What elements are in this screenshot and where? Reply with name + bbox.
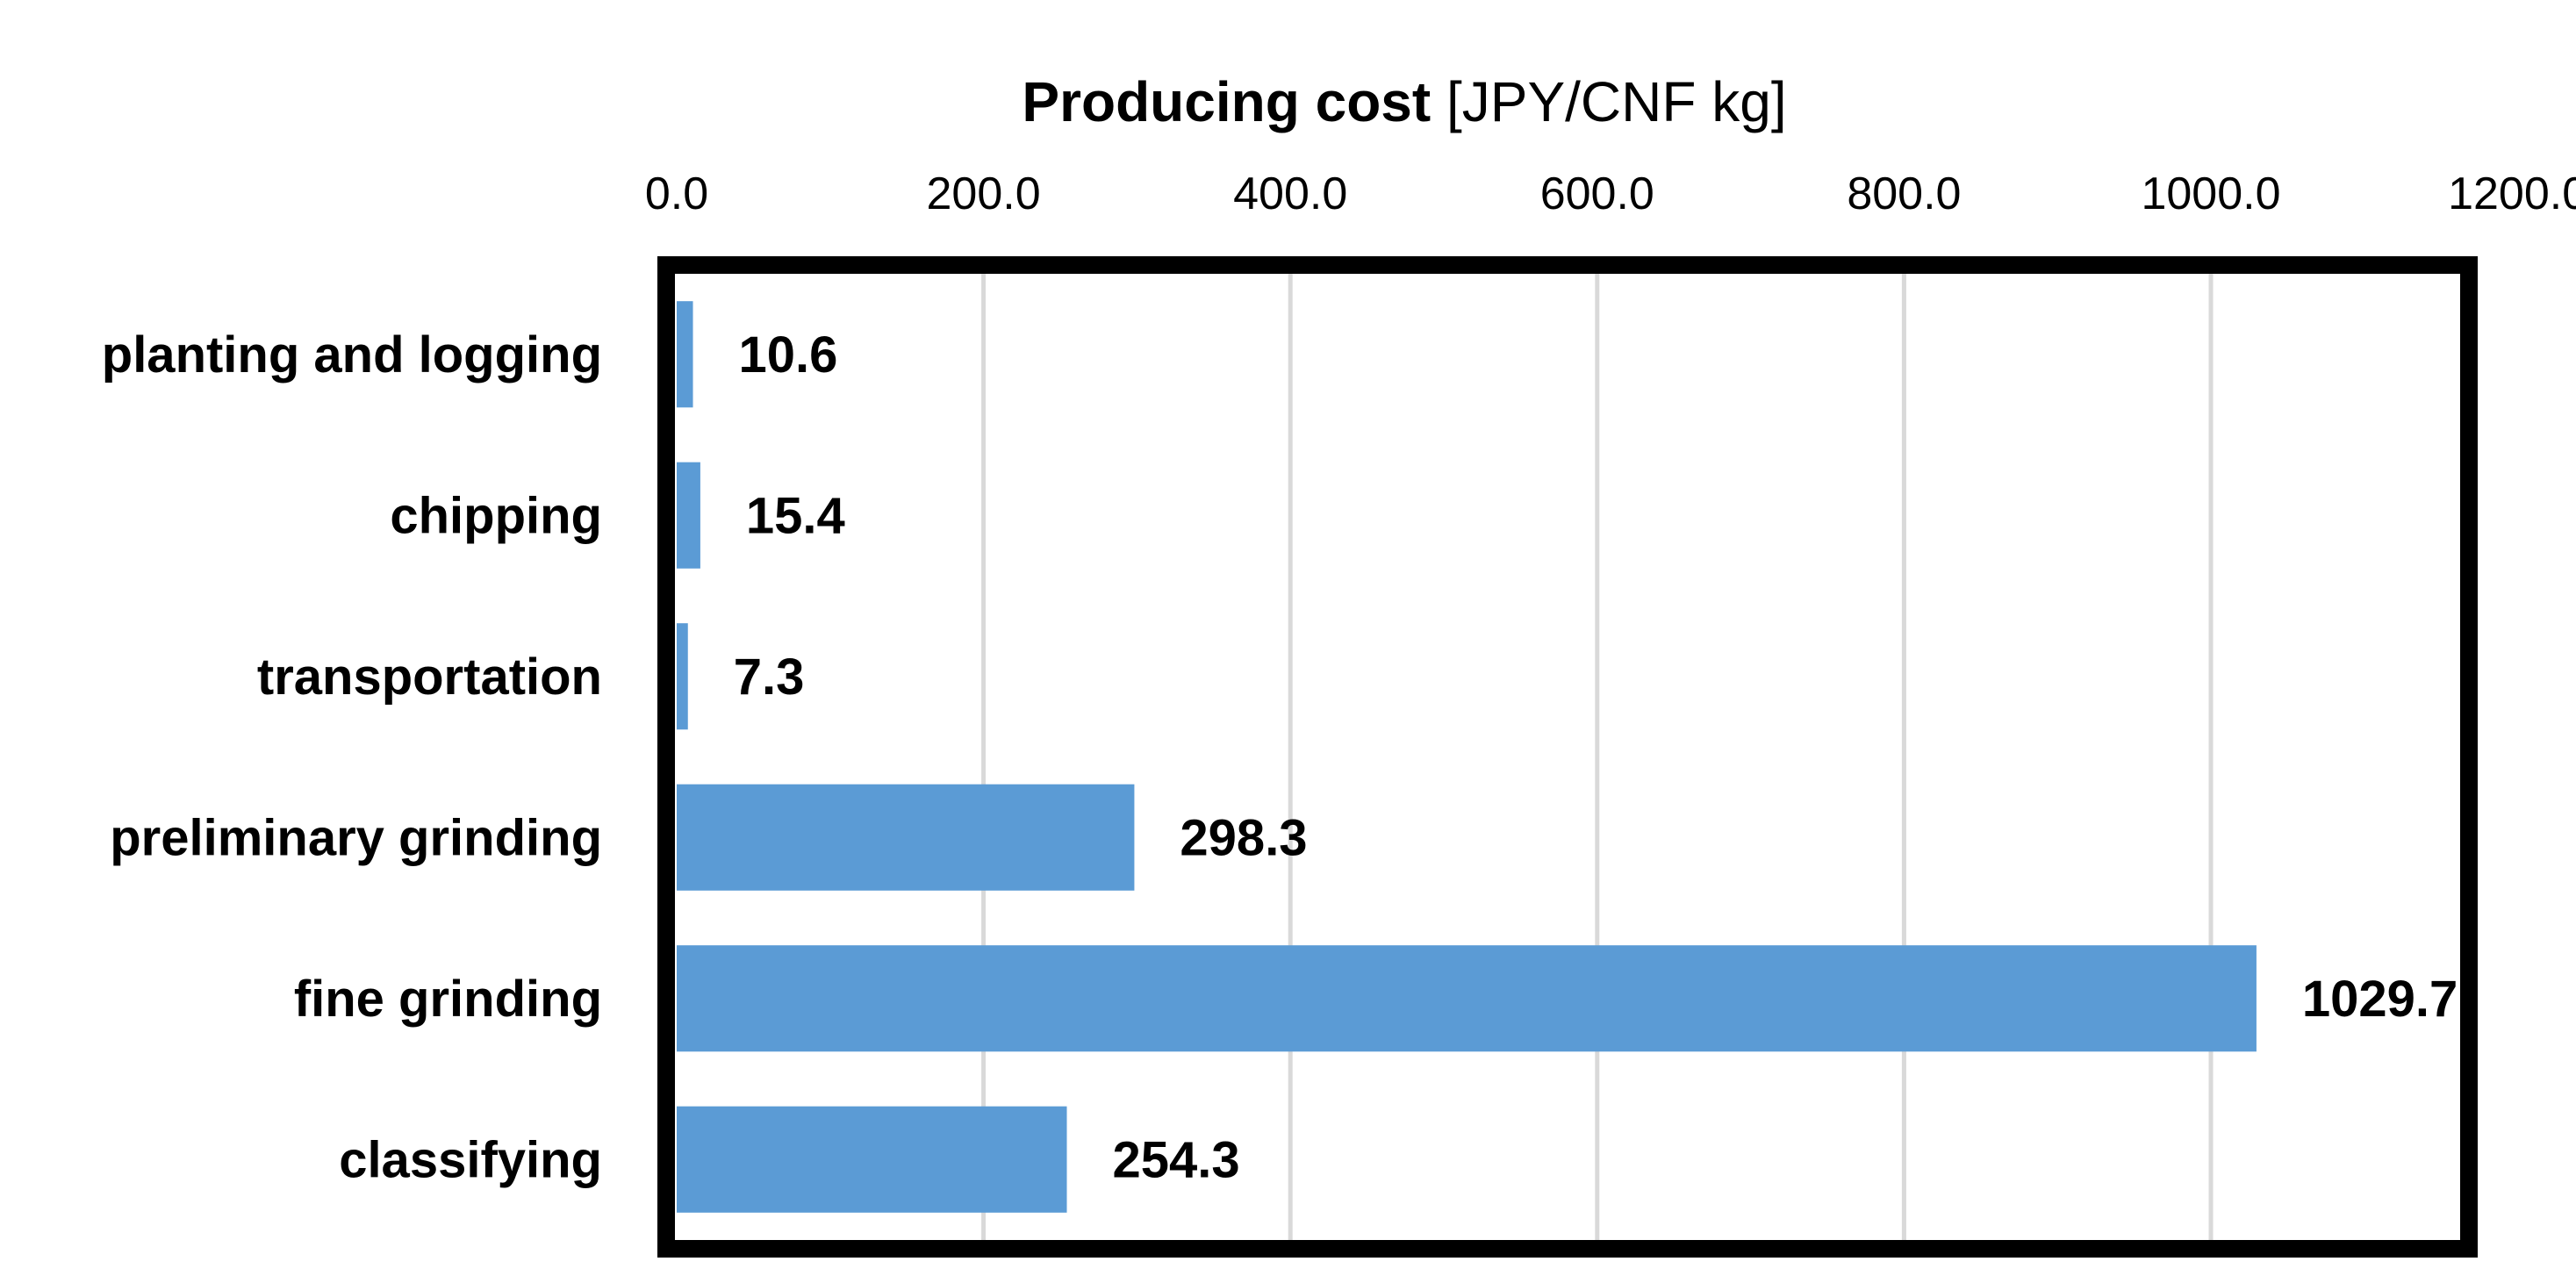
chart-title-unit: [JPY/CNF kg] [1446, 70, 1787, 133]
bar [677, 462, 700, 569]
value-label: 1029.7 [2302, 971, 2458, 1028]
bar [677, 945, 2257, 1052]
category-label: fine grinding [294, 971, 602, 1028]
x-tick-label: 1200.0 [2448, 168, 2576, 219]
bar [677, 1106, 1067, 1213]
x-tick-label: 800.0 [1847, 168, 1961, 219]
x-tick-label: 600.0 [1540, 168, 1654, 219]
x-tick-label: 200.0 [927, 168, 1041, 219]
gridlines [981, 274, 2214, 1240]
bar [677, 784, 1135, 891]
category-label: planting and logging [102, 326, 602, 383]
category-label: preliminary grinding [110, 809, 602, 866]
category-label: classifying [339, 1131, 602, 1188]
value-labels: 10.6 15.4 7.3 298.3 1029.7 254.3 [734, 326, 2458, 1189]
chart-title: Producing cost [JPY/CNF kg] [1022, 70, 1786, 133]
category-label: chipping [390, 487, 602, 544]
category-labels: planting and logging chipping transportati… [102, 326, 602, 1189]
value-label: 7.3 [734, 649, 805, 706]
chart-title-gap [1431, 70, 1446, 133]
value-label: 298.3 [1180, 809, 1307, 866]
x-tick-label: 1000.0 [2141, 168, 2280, 219]
value-label: 10.6 [739, 326, 838, 383]
x-axis-ticks: 0.0 200.0 400.0 600.0 800.0 1000.0 1200.0 [645, 168, 2576, 219]
bar [677, 301, 693, 408]
plot-frame [657, 256, 2478, 1258]
value-label: 15.4 [746, 487, 845, 544]
value-label: 254.3 [1113, 1131, 1240, 1188]
bars [677, 301, 2257, 1213]
chart-title-main: Producing cost [1022, 70, 1431, 133]
x-tick-label: 0.0 [645, 168, 708, 219]
x-tick-label: 400.0 [1233, 168, 1347, 219]
category-label: transportation [257, 649, 602, 706]
bar [677, 623, 688, 730]
